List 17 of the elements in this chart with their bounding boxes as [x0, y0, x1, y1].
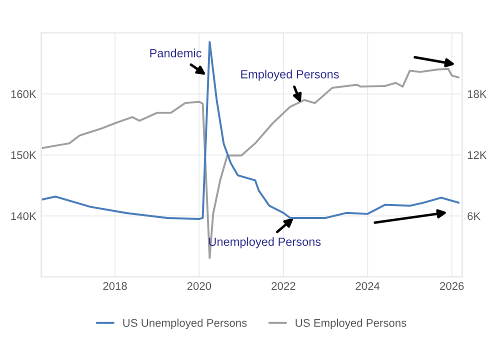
- legend-label: US Unemployed Persons: [123, 318, 247, 330]
- y-tick-label: 140K: [11, 212, 36, 220]
- y-tick-label: 150K: [11, 151, 36, 160]
- y2-tick-label: 12K: [468, 151, 487, 159]
- x-tick-label: 2020: [187, 282, 212, 290]
- x-tick-label: 2018: [103, 282, 127, 290]
- annotation: Employed Persons: [241, 70, 339, 81]
- x-tick-label: 2022: [272, 282, 296, 290]
- annotation: Pandemic: [150, 48, 202, 58]
- x-tick-label: 2026: [440, 282, 464, 290]
- annotation: Unemployed Persons: [209, 237, 321, 248]
- x-tick-label: 2024: [356, 282, 380, 290]
- line-series: [41, 68, 460, 260]
- y2-tick-label: 6K: [468, 212, 481, 220]
- legend-label: US Employed Persons: [296, 318, 406, 330]
- y2-tick-label: 18K: [468, 90, 487, 98]
- y-tick-label: 160K: [11, 90, 36, 98]
